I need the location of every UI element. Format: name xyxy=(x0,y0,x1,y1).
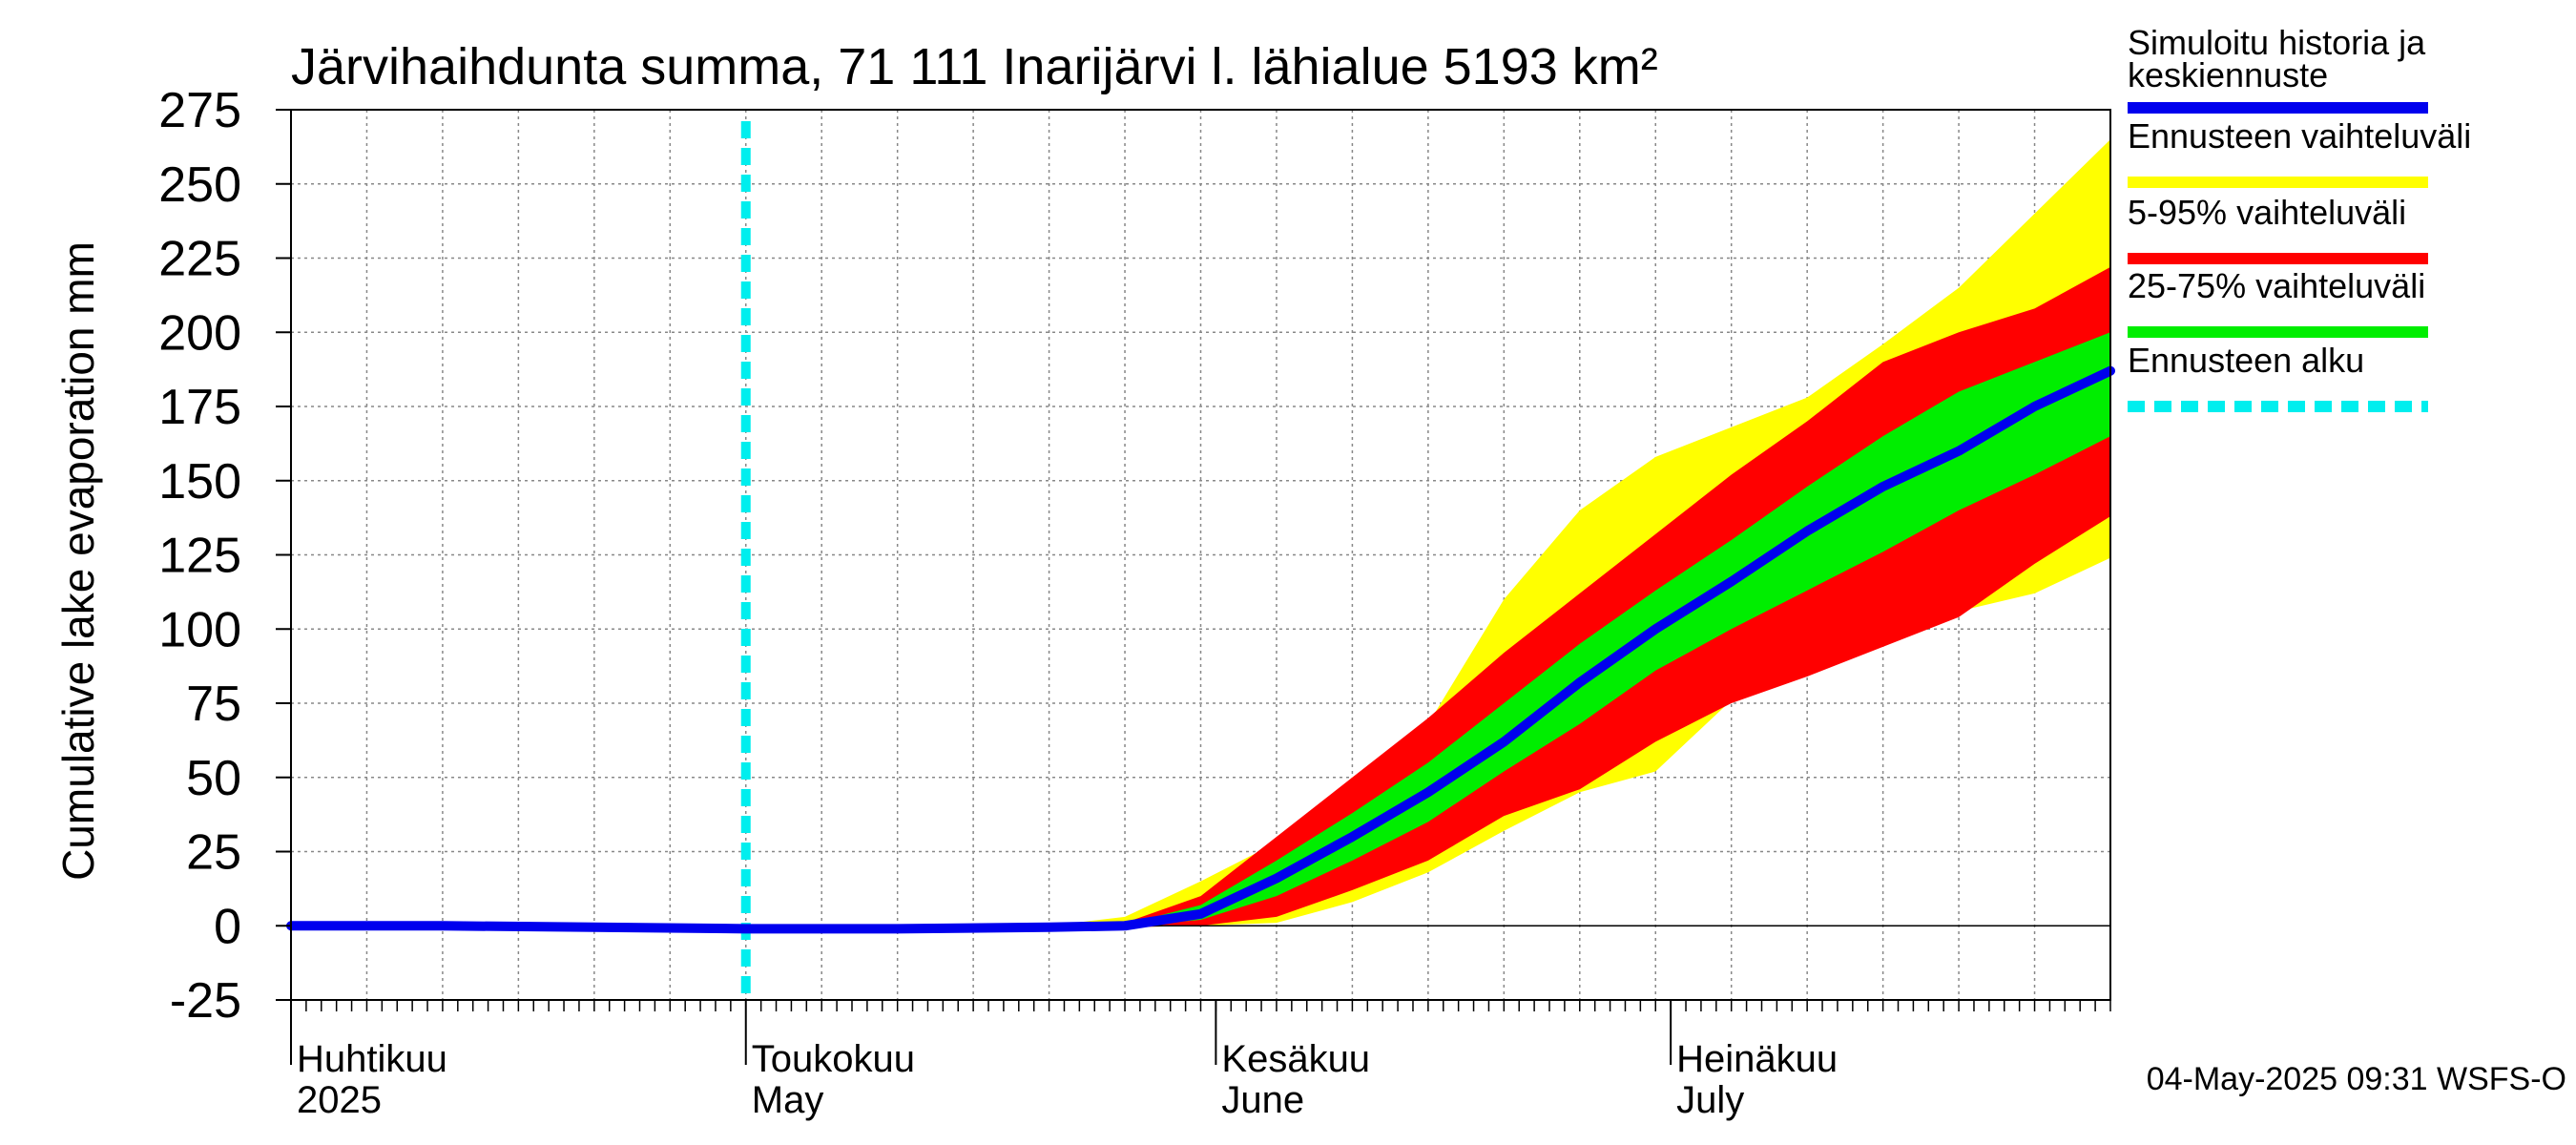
legend-label-line2: keskiennuste xyxy=(2128,55,2328,94)
y-axis-ticks: -25 0 25 50 75 100 125 150 175 200 225 250 275 xyxy=(158,83,291,1029)
y-tick-label: 100 xyxy=(158,602,241,657)
y-tick-label: 175 xyxy=(158,380,241,435)
y-tick-label: 0 xyxy=(214,899,241,954)
y-tick-label: -25 xyxy=(170,973,241,1029)
month-label-en: July xyxy=(1676,1079,1744,1121)
plot-area xyxy=(286,109,2115,1001)
median-series-group xyxy=(286,365,2115,934)
legend-label: Ennusteen vaihteluväli xyxy=(2128,116,2471,156)
y-tick-label: 225 xyxy=(158,232,241,287)
x-axis-ticks xyxy=(290,1000,2111,1065)
y-tick-label: 150 xyxy=(158,454,241,510)
month-label-fi: Heinäkuu xyxy=(1676,1038,1838,1080)
month-label-fi: Huhtikuu xyxy=(297,1038,447,1080)
month-label-fi: Toukokuu xyxy=(752,1038,915,1080)
y-tick-label: 125 xyxy=(158,529,241,584)
timestamp-footer: 04-May-2025 09:31 WSFS-O xyxy=(2147,1061,2566,1097)
month-label-en: 2025 xyxy=(297,1079,382,1121)
legend-label: Ennusteen alku xyxy=(2128,341,2364,380)
y-tick-label: 200 xyxy=(158,305,241,361)
y-tick-label: 75 xyxy=(186,677,241,732)
grid-lines xyxy=(290,109,2111,1001)
y-tick-label: 50 xyxy=(186,751,241,806)
y-tick-label: 250 xyxy=(158,157,241,213)
month-label-en: May xyxy=(752,1079,824,1121)
median-forecast-line xyxy=(286,365,2115,934)
chart-title: Järvihaihdunta summa, 71 111 Inarijärvi … xyxy=(291,38,1658,95)
month-label-en: June xyxy=(1221,1079,1304,1121)
y-axis-label: Cumulative lake evaporation mm xyxy=(53,241,103,881)
month-label-fi: Kesäkuu xyxy=(1221,1038,1370,1080)
y-tick-label: 275 xyxy=(158,83,241,138)
legend-label: Simuloitu historia ja xyxy=(2128,23,2426,62)
legend-label: 25-75% vaihteluväli xyxy=(2128,266,2425,305)
y-tick-label: 25 xyxy=(186,825,241,881)
legend-label: 5-95% vaihteluväli xyxy=(2128,193,2406,232)
forecast-bands xyxy=(291,139,2110,929)
